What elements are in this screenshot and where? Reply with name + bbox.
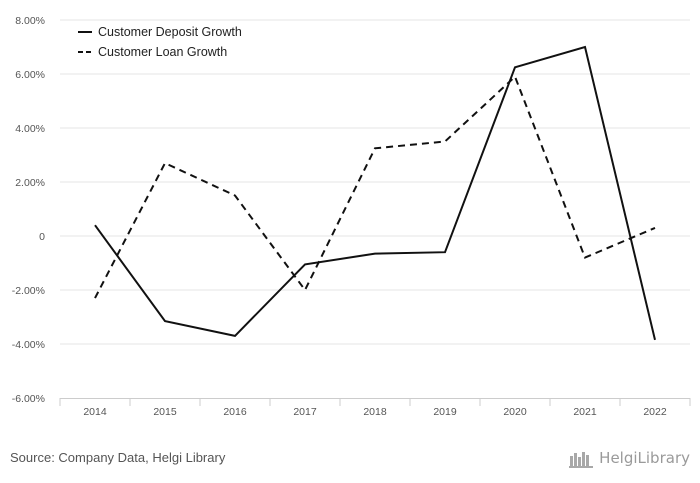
legend-label: Customer Loan Growth (98, 45, 227, 59)
x-tick-label: 2018 (363, 406, 387, 418)
footer: Source: Company Data, Helgi Library Helg… (0, 440, 700, 483)
y-tick-label: 0 (39, 231, 45, 243)
x-axis: 2014 2015 2016 2017 2018 2019 2020 2021 2022 (59, 398, 691, 418)
x-tick-label: 2014 (83, 406, 107, 418)
x-tick-label: 2021 (573, 406, 597, 418)
legend: Customer Deposit Growth Customer Loan Gro… (78, 25, 242, 59)
x-tick-label: 2020 (503, 406, 527, 418)
logo-text: HelgiLibrary (599, 449, 690, 467)
x-tick-label: 2022 (643, 406, 667, 418)
legend-label: Customer Deposit Growth (98, 25, 242, 39)
source-note: Source: Company Data, Helgi Library (10, 450, 226, 465)
chart-area: 8.00% 6.00% 4.00% 2.00% 0 -2.00% -4.00% -6.00% … (12, 15, 691, 418)
x-tick-label: 2015 (153, 406, 177, 418)
y-axis-ticks: 8.00% 6.00% 4.00% 2.00% 0 -2.00% -4.00% -6.00% (12, 15, 45, 405)
x-tick-label: 2019 (433, 406, 457, 418)
y-tick-label: -6.00% (12, 393, 45, 405)
y-tick-label: 2.00% (15, 177, 45, 189)
series-line-2 (94, 74, 656, 299)
helgi-library-logo: HelgiLibrary (569, 448, 690, 468)
y-tick-label: -2.00% (12, 285, 45, 297)
x-tick-label: 2017 (293, 406, 317, 418)
series-lines (94, 45, 656, 341)
series-line-1 (94, 45, 656, 341)
y-tick-label: 8.00% (15, 15, 45, 27)
y-tick-label: 4.00% (15, 123, 45, 135)
x-tick-label: 2016 (223, 406, 247, 418)
y-tick-label: 6.00% (15, 69, 45, 81)
y-tick-label: -4.00% (12, 339, 45, 351)
grid-lines (60, 19, 690, 345)
line-chart: 8.00%6.00%4.00%2.00%0-2.00%-4.00%-6.00% … (12, 15, 691, 418)
library-icon (569, 452, 594, 468)
